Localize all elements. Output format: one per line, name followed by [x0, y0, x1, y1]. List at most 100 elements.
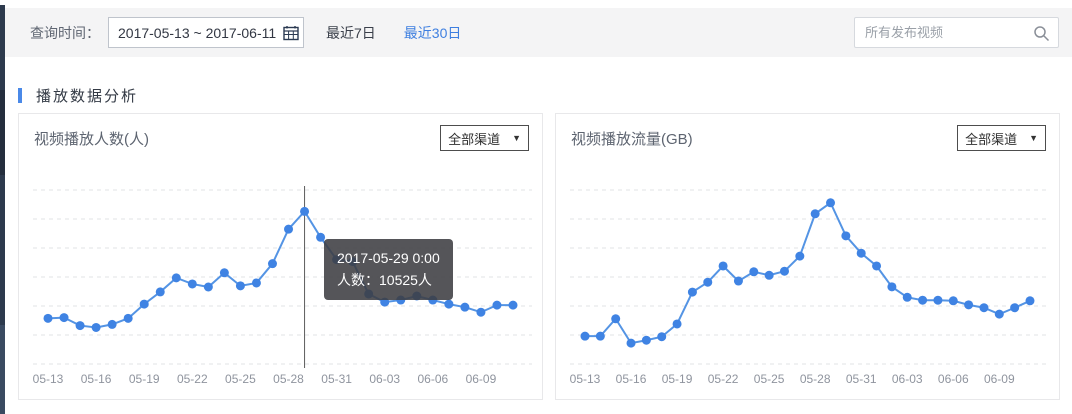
data-point[interactable] [1010, 303, 1020, 313]
chevron-down-icon: ▼ [1029, 133, 1038, 143]
x-tick-label: 05-31 [321, 372, 352, 386]
data-point[interactable] [826, 198, 836, 208]
sidebar-segment [0, 325, 5, 414]
data-point[interactable] [979, 303, 989, 313]
date-range-picker[interactable] [108, 17, 304, 48]
data-point[interactable] [412, 291, 422, 301]
data-point[interactable] [872, 261, 882, 271]
data-point[interactable] [187, 279, 197, 289]
data-point[interactable] [918, 295, 928, 305]
data-point[interactable] [444, 299, 454, 309]
data-point[interactable] [428, 295, 438, 305]
data-point[interactable] [476, 307, 486, 317]
data-point[interactable] [672, 319, 682, 329]
data-point[interactable] [155, 287, 165, 297]
x-tick-label: 05-16 [616, 372, 647, 386]
x-tick-label: 06-06 [938, 372, 969, 386]
channel-select[interactable]: 全部渠道 ▼ [957, 125, 1046, 151]
section-accent-bar [18, 88, 22, 103]
data-point[interactable] [856, 248, 866, 258]
x-tick-label: 05-25 [225, 372, 256, 386]
data-point[interactable] [641, 335, 651, 345]
channel-select-value: 全部渠道 [965, 131, 1018, 147]
data-point[interactable] [107, 319, 117, 329]
data-point[interactable] [316, 232, 326, 242]
channel-select-value: 全部渠道 [448, 131, 501, 147]
data-point[interactable] [91, 322, 101, 332]
data-point[interactable] [902, 292, 912, 302]
data-point[interactable] [396, 295, 406, 305]
x-tick-label: 05-19 [129, 372, 160, 386]
x-tick-label: 06-03 [369, 372, 400, 386]
data-point[interactable] [779, 266, 789, 276]
data-point[interactable] [749, 267, 759, 277]
data-point[interactable] [75, 321, 85, 331]
data-point[interactable] [492, 300, 502, 310]
data-point[interactable] [718, 261, 728, 271]
data-point[interactable] [203, 282, 213, 292]
traffic-chart-card: 视频播放流量(GB) 全部渠道 ▼ 05-13 05-16 05-19 05-22 05… [555, 113, 1060, 400]
viewers-line-chart[interactable]: 05-13 05-16 05-19 05-22 05-25 05-28 05-31 06-03… [19, 162, 542, 397]
data-point[interactable] [380, 297, 390, 307]
data-point[interactable] [810, 209, 820, 219]
data-point[interactable] [251, 278, 261, 288]
data-point[interactable] [460, 302, 470, 312]
x-tick-label: 06-06 [417, 372, 448, 386]
data-point[interactable] [687, 287, 697, 297]
sidebar-segment [0, 90, 5, 175]
data-point[interactable] [657, 332, 667, 342]
query-time-label: 查询时间： [30, 24, 100, 41]
data-point[interactable] [171, 273, 181, 283]
search-icon[interactable] [1033, 25, 1050, 42]
data-point[interactable] [139, 299, 149, 309]
data-point[interactable] [364, 289, 374, 299]
channel-select[interactable]: 全部渠道 ▼ [440, 125, 529, 151]
data-point[interactable] [733, 276, 743, 286]
video-search-input[interactable] [855, 18, 1058, 47]
calendar-icon[interactable] [283, 25, 299, 41]
data-point[interactable] [43, 313, 53, 323]
x-tick-label: 05-13 [570, 372, 601, 386]
data-point[interactable] [348, 257, 358, 267]
video-search-box[interactable] [854, 17, 1059, 48]
data-point[interactable] [887, 282, 897, 292]
data-point[interactable] [1025, 296, 1035, 306]
data-point[interactable] [123, 313, 133, 323]
data-point[interactable] [300, 206, 310, 216]
data-point[interactable] [948, 296, 958, 306]
last-30-days-link[interactable]: 最近30日 [403, 24, 462, 41]
x-tick-label: 06-09 [466, 372, 497, 386]
data-point[interactable] [764, 270, 774, 280]
collapsed-sidebar[interactable] [0, 5, 5, 414]
data-point[interactable] [611, 314, 621, 324]
data-point[interactable] [235, 281, 245, 291]
data-point[interactable] [332, 255, 342, 265]
data-point[interactable] [626, 338, 636, 348]
viewers-chart-header: 视频播放人数(人) 全部渠道 ▼ [19, 114, 542, 162]
x-tick-label: 05-13 [33, 372, 64, 386]
data-point[interactable] [595, 331, 605, 341]
viewers-chart-title: 视频播放人数(人) [34, 131, 149, 148]
data-point[interactable] [219, 268, 229, 278]
data-point[interactable] [994, 309, 1004, 319]
chevron-down-icon: ▼ [512, 133, 521, 143]
x-tick-label: 05-25 [754, 372, 785, 386]
data-point[interactable] [703, 277, 713, 287]
data-point[interactable] [933, 295, 943, 305]
data-point[interactable] [580, 331, 590, 341]
data-line [585, 201, 1031, 345]
traffic-line-chart[interactable]: 05-13 05-16 05-19 05-22 05-25 05-28 05-31 06-03… [556, 162, 1059, 397]
data-point[interactable] [964, 300, 974, 310]
data-point[interactable] [267, 259, 277, 269]
x-tick-label: 06-09 [984, 372, 1015, 386]
x-tick-label: 05-22 [708, 372, 739, 386]
last-7-days-link[interactable]: 最近7日 [326, 24, 376, 41]
data-point[interactable] [795, 251, 805, 261]
data-point[interactable] [508, 300, 518, 310]
data-point[interactable] [284, 224, 294, 234]
date-range-input[interactable] [109, 18, 303, 47]
data-point[interactable] [59, 313, 69, 323]
data-point[interactable] [841, 231, 851, 241]
x-tick-label: 05-31 [846, 372, 877, 386]
